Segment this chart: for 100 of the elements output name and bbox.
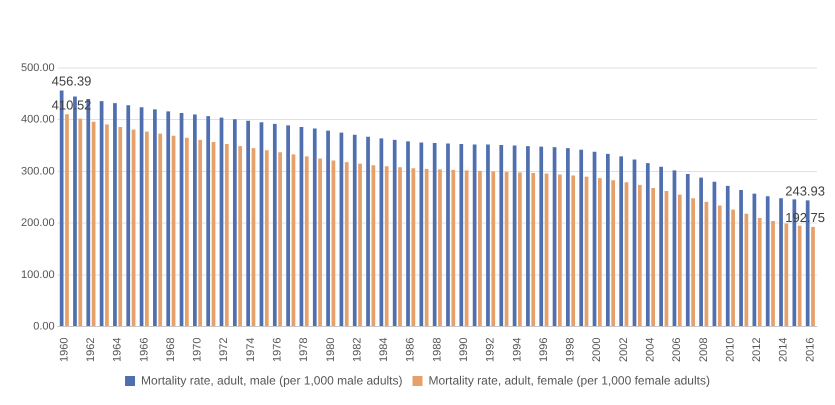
bar	[712, 182, 716, 326]
bar	[504, 172, 508, 326]
x-tick-label: 1978	[298, 338, 310, 362]
bar	[340, 132, 344, 326]
bar	[651, 188, 656, 326]
bar	[132, 130, 136, 326]
bar	[192, 114, 197, 326]
bar	[286, 125, 290, 326]
bar	[392, 140, 397, 326]
x-tick-label: 1964	[112, 338, 124, 362]
bar	[180, 112, 184, 326]
bar	[140, 107, 144, 326]
y-tick-label: 200.00	[20, 217, 55, 230]
bar	[739, 190, 743, 326]
x-tick-label: 2002	[618, 338, 630, 362]
bar	[659, 166, 663, 326]
x-tick-label: 1992	[484, 338, 497, 362]
x-tick-label: 1970	[192, 338, 204, 362]
bar	[526, 146, 530, 326]
bar	[145, 132, 149, 326]
bar	[264, 150, 269, 326]
bar	[398, 167, 402, 326]
bar	[260, 122, 264, 326]
bar	[632, 160, 636, 326]
x-tick-label: 2016	[804, 338, 816, 362]
bar	[779, 198, 783, 326]
bar	[646, 163, 650, 326]
bar	[158, 134, 162, 326]
bar	[304, 156, 309, 326]
bar	[624, 182, 628, 326]
bar	[472, 144, 476, 326]
bar	[238, 146, 242, 326]
bar	[153, 109, 157, 326]
legend-label: Mortality rate, adult, female (per 1,000 female adults)	[428, 373, 710, 388]
bar	[212, 142, 216, 326]
bar	[384, 166, 389, 326]
x-tick-label: 1988	[431, 338, 444, 362]
bar	[105, 124, 109, 326]
bar	[318, 158, 322, 326]
y-tick-label: 0.00	[33, 320, 55, 333]
x-tick-label: 1994	[511, 338, 524, 362]
bar	[544, 173, 548, 326]
bar	[718, 206, 722, 326]
x-tick-label: 1966	[138, 338, 150, 362]
x-tick-label: 1962	[84, 338, 97, 362]
bar	[464, 170, 468, 326]
bar	[598, 178, 602, 326]
bar	[784, 224, 788, 326]
bar	[758, 218, 762, 326]
bar	[206, 116, 210, 326]
bar	[478, 170, 482, 326]
bar	[166, 111, 170, 326]
bar	[584, 176, 588, 326]
bar	[406, 141, 410, 326]
bar	[113, 103, 117, 326]
bar	[606, 154, 610, 326]
bar	[638, 184, 642, 326]
bar	[446, 143, 450, 326]
bar	[686, 174, 690, 326]
bar	[220, 118, 224, 326]
x-tick-label: 2012	[751, 338, 764, 362]
bar	[731, 210, 735, 326]
bar	[664, 191, 668, 326]
bar	[726, 186, 730, 326]
bar	[672, 170, 676, 326]
bar	[300, 126, 304, 326]
data-label: 456.39	[52, 74, 92, 89]
bar	[332, 160, 336, 326]
bar	[252, 148, 256, 326]
bar	[438, 169, 442, 326]
bar	[512, 146, 516, 326]
x-tick-label: 1968	[164, 338, 177, 362]
bar	[552, 147, 556, 326]
bar	[691, 198, 695, 326]
x-tick-label: 2014	[778, 338, 790, 362]
x-tick-label: 1976	[271, 338, 284, 362]
bar	[486, 144, 490, 326]
x-tick-label: 2000	[591, 338, 604, 362]
bar	[566, 148, 570, 326]
bar	[224, 144, 229, 326]
x-tick-label: 1960	[58, 338, 70, 362]
bar	[558, 174, 562, 326]
bar	[65, 114, 69, 326]
x-tick-label: 2008	[698, 338, 710, 362]
bar	[326, 130, 330, 326]
bar	[92, 122, 96, 326]
bar	[411, 168, 416, 326]
x-tick-label: 2006	[671, 338, 684, 362]
bar	[246, 120, 250, 326]
bar	[459, 144, 464, 326]
bar	[424, 168, 429, 326]
bar	[811, 226, 815, 326]
bar	[744, 214, 748, 326]
y-tick-label: 500.00	[20, 62, 55, 74]
bar	[118, 126, 122, 326]
x-tick-label: 2010	[724, 338, 736, 362]
bar	[699, 178, 703, 326]
x-tick-label: 2004	[644, 338, 657, 362]
x-tick-label: 1984	[378, 338, 390, 362]
bar	[366, 136, 370, 326]
